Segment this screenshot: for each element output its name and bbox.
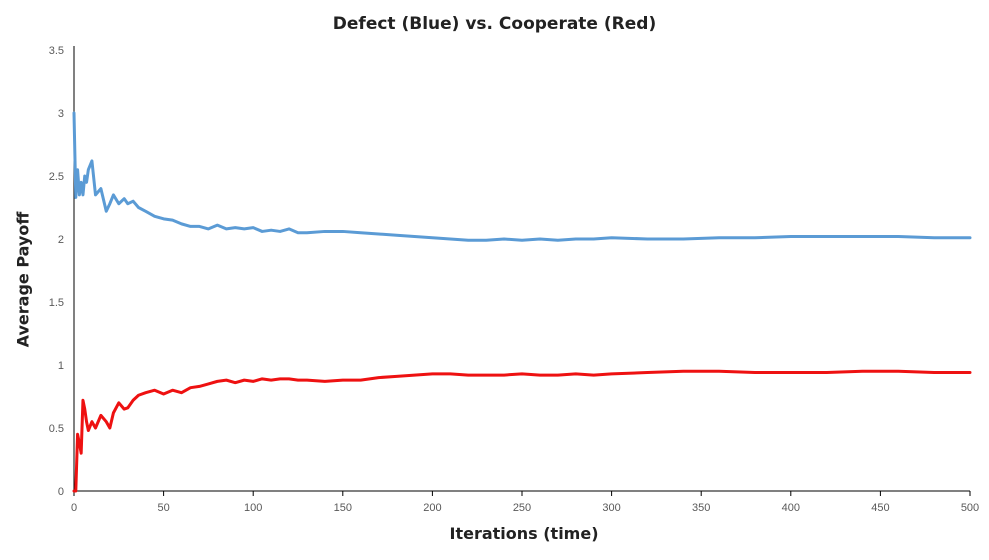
x-tick-label: 300: [602, 502, 620, 514]
series-line-1: [72, 369, 972, 493]
y-tick-label: 1: [58, 360, 64, 372]
x-tick-label: 150: [334, 502, 352, 514]
x-tick-label: 200: [423, 502, 441, 514]
x-tick-label: 350: [692, 502, 710, 514]
x-tick-label: 250: [513, 502, 531, 514]
x-tick-label: 100: [244, 502, 262, 514]
x-tick-label: 500: [961, 502, 979, 514]
x-tick-label: 0: [71, 502, 77, 514]
x-tick-label: 400: [782, 502, 800, 514]
y-tick-label: 3: [58, 108, 64, 120]
series-line-0: [72, 111, 972, 242]
x-axis-label: Iterations (time): [449, 524, 599, 543]
y-tick-label: 0.5: [49, 423, 64, 435]
x-tick-label: 450: [871, 502, 889, 514]
y-tick-label: 0: [58, 486, 64, 498]
x-tick-label: 50: [157, 502, 169, 514]
y-tick-label: 3.5: [49, 45, 64, 57]
chart-title: Defect (Blue) vs. Cooperate (Red): [332, 14, 657, 34]
y-tick-label: 1.5: [49, 297, 64, 309]
y-tick-label: 2: [58, 234, 64, 246]
y-tick-label: 2.5: [49, 171, 64, 183]
